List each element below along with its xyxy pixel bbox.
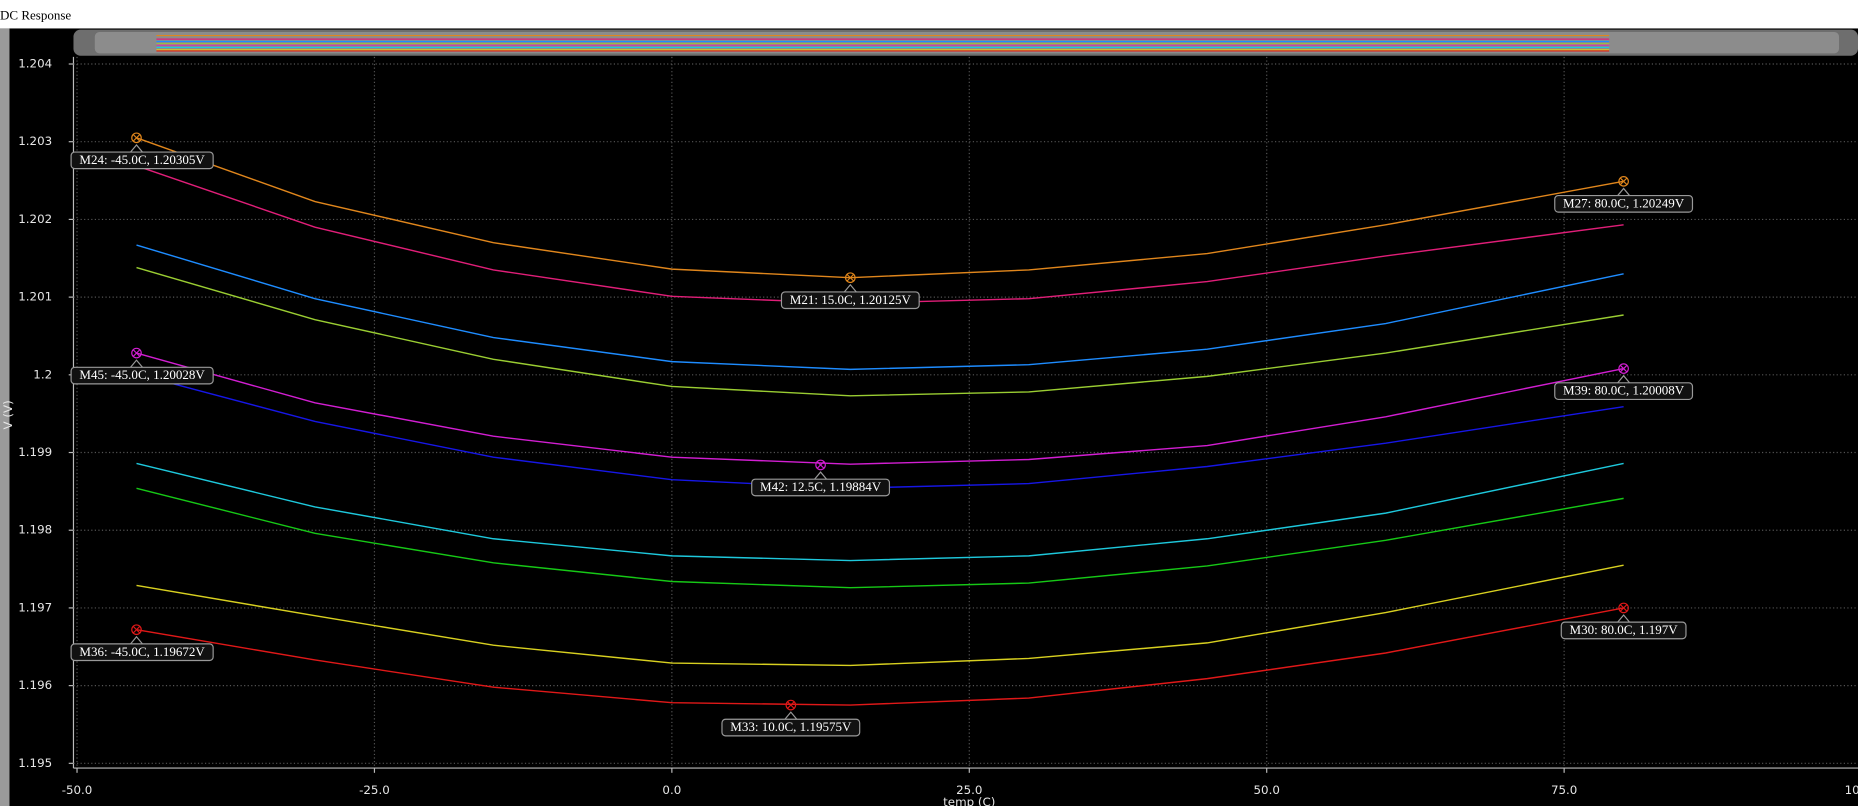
marker-label: M24: -45.0C, 1.20305V bbox=[79, 152, 205, 167]
x-tick-label: -25.0 bbox=[359, 783, 390, 797]
x-tick-label: 25.0 bbox=[956, 783, 982, 797]
marker: M33: 10.0C, 1.19575V bbox=[721, 699, 861, 737]
marker-pointer bbox=[784, 711, 798, 720]
marker-cross bbox=[1619, 364, 1628, 373]
marker-pointer bbox=[814, 471, 827, 480]
marker-pointer bbox=[1617, 374, 1630, 384]
y-tick-label: 1.202 bbox=[18, 212, 52, 226]
marker-cross bbox=[1619, 603, 1628, 612]
marker-label-box bbox=[1554, 382, 1694, 401]
marker-pointer bbox=[130, 144, 143, 153]
marker: M39: 80.0C, 1.20008V bbox=[1554, 363, 1694, 401]
marker: M21: 15.0C, 1.20125V bbox=[780, 272, 920, 310]
marker-symbol bbox=[785, 699, 797, 711]
x-axis-label: temp (C) bbox=[943, 795, 995, 806]
marker-label-box bbox=[70, 151, 214, 170]
marker-pointer bbox=[130, 635, 143, 645]
marker: M36: -45.0C, 1.19672V bbox=[70, 624, 214, 662]
window-title: DC Response bbox=[0, 8, 71, 23]
x-tick-label: 75.0 bbox=[1551, 783, 1577, 797]
marker-symbol bbox=[1618, 363, 1629, 374]
marker: M42: 12.5C, 1.19884V bbox=[751, 459, 891, 497]
marker-pointer bbox=[130, 359, 143, 368]
marker-symbol bbox=[131, 347, 142, 359]
y-tick-label: 1.204 bbox=[18, 57, 52, 71]
y-tick-label: 1.201 bbox=[18, 290, 52, 304]
marker-symbol bbox=[1618, 602, 1629, 614]
marker-symbol bbox=[1618, 176, 1629, 187]
y-axis-label: V (V) bbox=[1, 400, 15, 429]
x-tick-label: 0.0 bbox=[662, 783, 681, 797]
marker: M30: 80.0C, 1.197V bbox=[1560, 602, 1687, 640]
marker-label-box bbox=[1560, 621, 1687, 640]
y-tick-label: 1.195 bbox=[18, 756, 52, 770]
series-line bbox=[136, 487, 1624, 589]
marker-symbol bbox=[131, 624, 142, 636]
y-tick-label: 1.196 bbox=[18, 678, 52, 692]
series-line bbox=[136, 564, 1624, 667]
marker-cross bbox=[132, 625, 141, 634]
marker-label-box bbox=[721, 718, 861, 737]
marker-label-box bbox=[70, 643, 214, 662]
marker-label: M33: 10.0C, 1.19575V bbox=[730, 719, 852, 734]
marker-symbol bbox=[844, 272, 856, 284]
y-tick-label: 1.197 bbox=[18, 600, 52, 614]
marker-pointer bbox=[1617, 614, 1630, 623]
marker-cross bbox=[816, 460, 825, 469]
x-tick-label: -50.0 bbox=[62, 783, 93, 797]
title-bar bbox=[0, 0, 1858, 29]
marker-cross bbox=[786, 701, 795, 710]
marker-pointer bbox=[1617, 187, 1630, 196]
marker-label: M45: -45.0C, 1.20028V bbox=[79, 367, 205, 382]
marker: M27: 80.0C, 1.20249V bbox=[1554, 176, 1694, 213]
marker-label-box bbox=[1554, 194, 1694, 213]
marker-symbol bbox=[815, 459, 826, 471]
y-tick-label: 1.198 bbox=[18, 523, 52, 537]
marker-label-box bbox=[70, 366, 214, 385]
marker-label: M21: 15.0C, 1.20125V bbox=[790, 292, 912, 307]
y-tick-label: 1.199 bbox=[18, 445, 52, 459]
marker-label-box bbox=[751, 478, 891, 497]
overview-strip bbox=[73, 29, 1858, 56]
series-line bbox=[136, 352, 1624, 465]
left-edge bbox=[0, 28, 10, 806]
marker-pointer bbox=[843, 283, 857, 293]
marker: M45: -45.0C, 1.20028V bbox=[70, 347, 214, 385]
marker-label-box bbox=[780, 291, 920, 310]
x-tick-label: 100.0 bbox=[1845, 783, 1858, 797]
y-tick-label: 1.203 bbox=[18, 134, 52, 148]
marker-symbol bbox=[131, 132, 142, 144]
series-line bbox=[136, 244, 1624, 371]
series-line bbox=[136, 462, 1624, 562]
marker-label: M39: 80.0C, 1.20008V bbox=[1563, 383, 1685, 398]
marker-label: M36: -45.0C, 1.19672V bbox=[79, 644, 205, 659]
marker-cross bbox=[132, 133, 141, 142]
marker-cross bbox=[1619, 177, 1628, 186]
series-line bbox=[136, 607, 1624, 706]
x-tick-label: 50.0 bbox=[1254, 783, 1280, 797]
marker: M24: -45.0C, 1.20305V bbox=[70, 132, 214, 170]
marker-label: M42: 12.5C, 1.19884V bbox=[760, 479, 882, 494]
marker-cross bbox=[846, 273, 855, 282]
y-tick-label: 1.2 bbox=[33, 367, 52, 381]
series-line bbox=[136, 266, 1624, 397]
marker-label: M27: 80.0C, 1.20249V bbox=[1563, 195, 1685, 210]
marker-cross bbox=[132, 349, 141, 358]
marker-label: M30: 80.0C, 1.197V bbox=[1570, 622, 1679, 637]
